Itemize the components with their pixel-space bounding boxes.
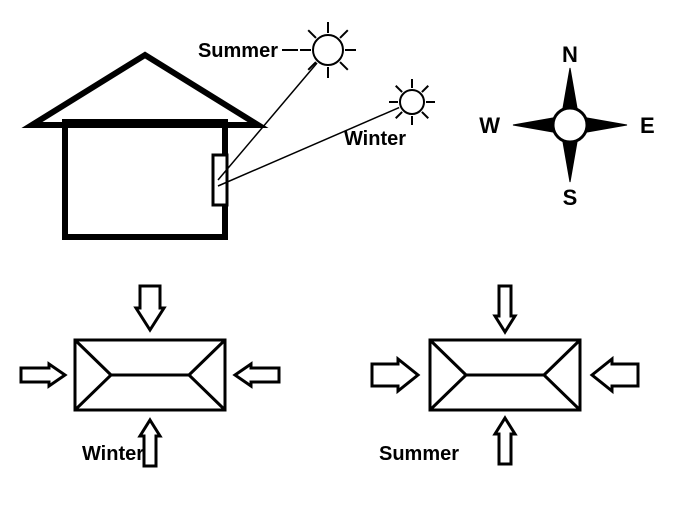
compass-w-label: W [479,113,500,138]
compass-s-label: S [563,185,578,210]
house-body [65,122,225,237]
arrow-icon [495,286,515,332]
arrow-icon [495,418,515,464]
arrow-icon [235,364,279,386]
arrow-icon [21,364,65,386]
summer-plan-label: Summer [379,443,459,465]
winter-plan-label: Winter [82,443,144,465]
compass-e-label: E [640,113,655,138]
plan-winter [75,340,225,410]
house-roof [32,55,258,125]
arrow-icon [136,286,164,330]
plan-summer [430,340,580,410]
arrow-icon [592,359,638,391]
diagram-canvas: Summer Winter N E S W Winter Summer [0,0,696,511]
house-window [213,155,227,205]
arrow-icon [372,359,418,391]
compass-n-label: N [562,42,578,67]
compass-icon [513,68,627,182]
winter-sun-label: Winter [344,128,406,150]
summer-sun-label: Summer [198,40,278,62]
